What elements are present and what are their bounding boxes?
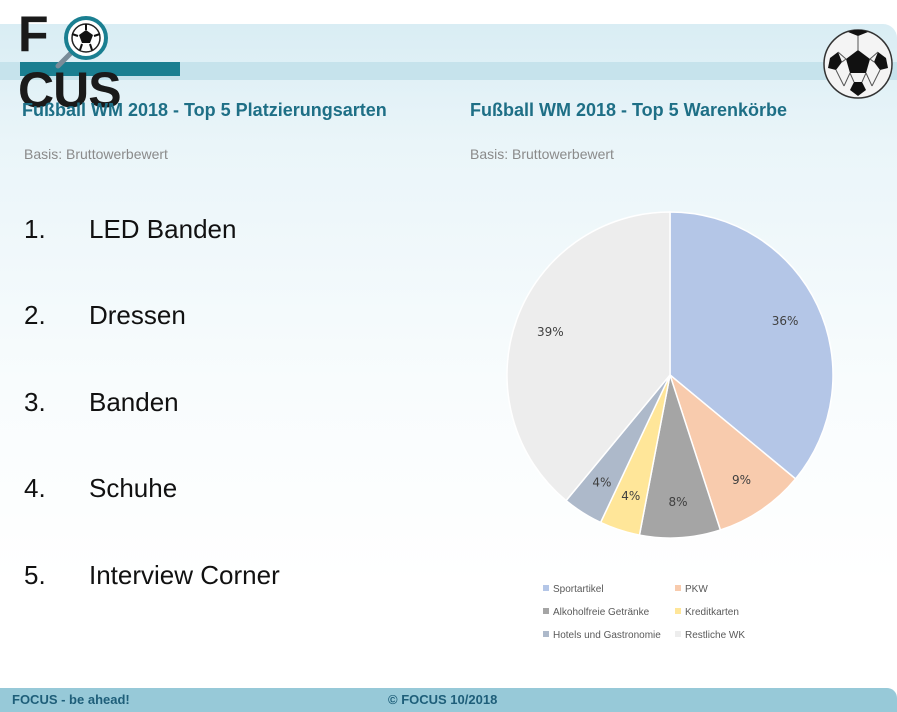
chart-title: Fußball WM 2018 - Top 5 Warenkörbe	[470, 100, 788, 120]
ranking-number: 3.	[24, 387, 46, 417]
pie-label-pkw: 9%	[732, 473, 751, 487]
pie-label-kreditkarten: 4%	[621, 489, 640, 503]
pie-chart: 36% 9% 8% 4% 4% 39%	[506, 211, 834, 539]
ranking-label: Schuhe	[89, 473, 178, 503]
legend-swatch	[675, 631, 681, 637]
header-band	[0, 62, 897, 80]
legend-item: Restliche WK	[675, 630, 745, 641]
ranking-item: 4. Schuhe	[24, 473, 177, 504]
ranking-number: 2.	[24, 300, 46, 330]
legend-label: Sportartikel	[553, 584, 604, 595]
ranking-label: Interview Corner	[89, 560, 280, 590]
ranking-item: 2. Dressen	[24, 300, 186, 331]
legend-item: PKW	[675, 584, 708, 595]
chart-basis-note: Basis: Bruttowerbewert	[470, 146, 614, 162]
left-title: Fußball WM 2018 - Top 5 Platzierungsarte…	[22, 100, 387, 120]
legend-label: Alkoholfreie Getränke	[553, 607, 650, 618]
legend-item: Sportartikel	[543, 584, 604, 595]
pie-label-sportartikel: 36%	[772, 314, 799, 328]
legend-label: Kreditkarten	[685, 607, 739, 618]
legend-item: Hotels und Gastronomie	[543, 630, 661, 641]
ranking-item: 1. LED Banden	[24, 214, 236, 245]
soccer-ball-icon	[823, 29, 893, 99]
ranking-label: Banden	[89, 387, 179, 417]
ranking-item: 5. Interview Corner	[24, 560, 280, 591]
pie-label-restliche-wk: 39%	[537, 325, 564, 339]
logo-text: F CUS	[18, 6, 184, 118]
legend-item: Alkoholfreie Getränke	[543, 607, 649, 618]
legend-item: Kreditkarten	[675, 607, 739, 618]
pie-slice-restliche-wk	[506, 211, 671, 502]
ranking-label: LED Banden	[89, 214, 237, 244]
legend-swatch	[675, 608, 681, 614]
magnifier-soccer-ball-icon	[55, 16, 108, 69]
legend-swatch	[543, 585, 549, 591]
legend-swatch	[543, 608, 549, 614]
pie-slice-sportartikel	[669, 211, 834, 480]
footer-tagline: FOCUS - be ahead!	[12, 692, 130, 707]
focus-logo: F CUS	[14, 0, 184, 118]
left-basis-note: Basis: Bruttowerbewert	[24, 146, 168, 162]
ranking-number: 1.	[24, 214, 46, 244]
ranking-item: 3. Banden	[24, 387, 179, 418]
footer-bar: FOCUS - be ahead! © FOCUS 10/2018	[0, 688, 897, 712]
logo-text-right: CUS	[18, 62, 122, 118]
pie-label-hotels-gastronomie: 4%	[592, 475, 611, 489]
legend-label: Restliche WK	[685, 630, 746, 641]
ranking-label: Dressen	[89, 300, 186, 330]
legend-label: PKW	[685, 584, 708, 595]
footer-copyright: © FOCUS 10/2018	[388, 692, 498, 707]
pie-slice-pkw	[668, 372, 797, 531]
ranking-number: 5.	[24, 560, 46, 590]
logo-text-left: F	[18, 6, 49, 62]
pie-label-alkoholfreie-getraenke: 8%	[668, 495, 687, 509]
legend-swatch	[543, 631, 549, 637]
legend-label: Hotels und Gastronomie	[553, 630, 661, 641]
ranking-number: 4.	[24, 473, 46, 503]
legend-swatch	[675, 585, 681, 591]
